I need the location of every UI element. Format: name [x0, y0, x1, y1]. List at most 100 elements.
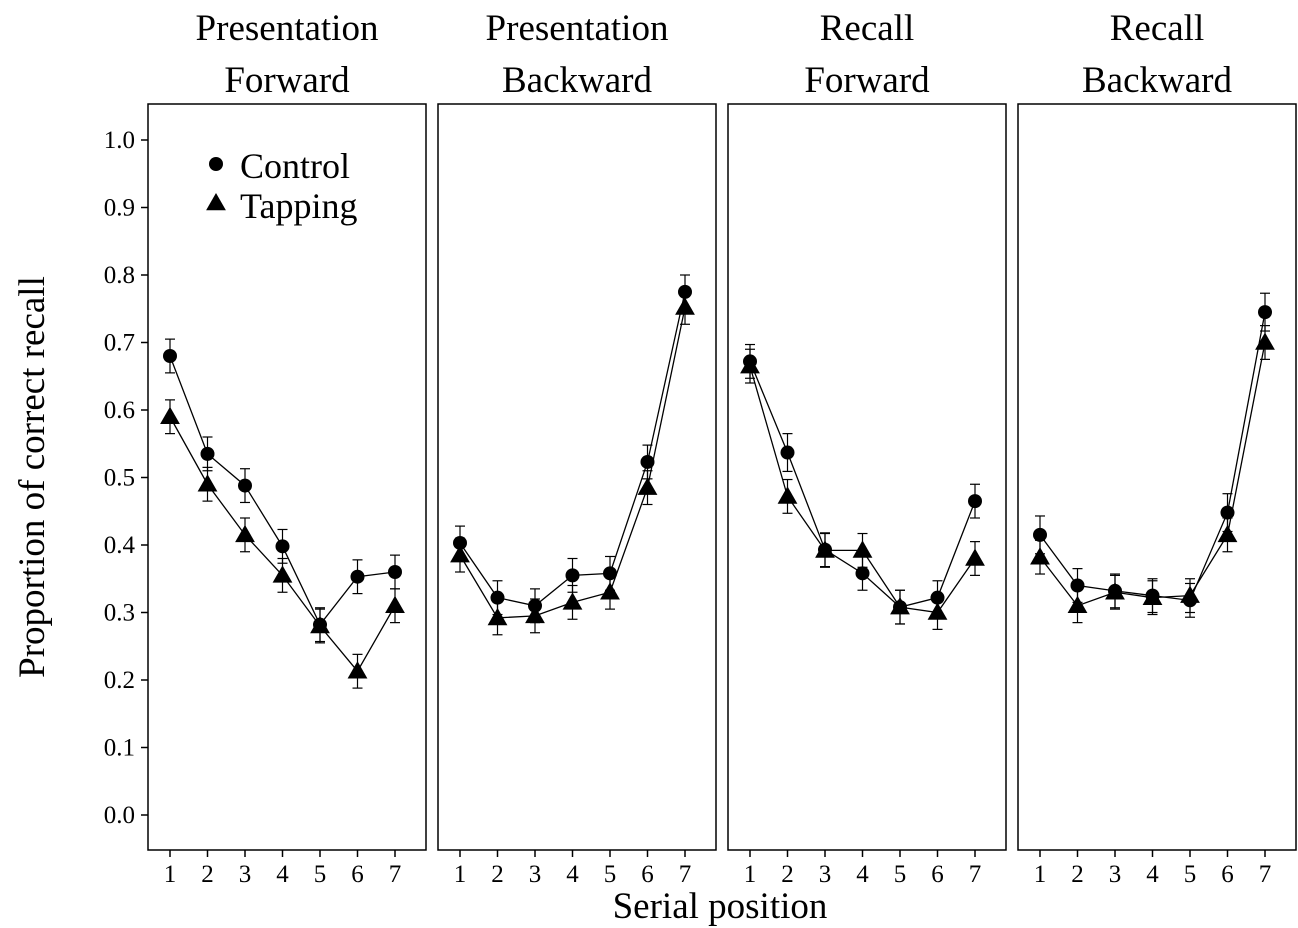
- series-tapping: [1030, 325, 1275, 624]
- series-control: [743, 343, 982, 625]
- x-tick-label: 4: [1146, 861, 1159, 888]
- panel-frame: [727, 103, 1007, 851]
- series-control: [1033, 292, 1272, 618]
- data-point-triangle: [815, 540, 835, 558]
- data-point-triangle: [487, 607, 508, 626]
- x-tick-label: 1: [744, 861, 757, 888]
- data-point-triangle: [1142, 587, 1163, 605]
- data-point-triangle: [272, 565, 293, 583]
- data-point-triangle: [1030, 547, 1050, 565]
- data-point-circle: [200, 446, 215, 461]
- legend-label-tapping: Tapping: [240, 186, 357, 226]
- data-point-triangle: [525, 605, 545, 624]
- data-point-triangle: [740, 356, 760, 374]
- y-axis: 0.0 0.1 0.2 0.3 0.4 0.5 0.6 0.7 0.8 0.9 1.0: [104, 127, 148, 829]
- data-point-circle: [565, 568, 580, 583]
- data-point-circle: [350, 569, 365, 584]
- series-line: [1039, 342, 1266, 607]
- x-tick-label: 2: [1071, 861, 1084, 888]
- data-point-circle: [603, 566, 617, 581]
- x-tick-label: 4: [566, 861, 579, 888]
- x-tick-label: 6: [1221, 861, 1234, 888]
- x-tick-label: 6: [351, 861, 364, 888]
- panel-1: Presentation Forward 1 2 3 4 5 6 7: [147, 8, 427, 888]
- y-tick-label: 0.9: [104, 195, 135, 222]
- panel-title-line2: Backward: [1082, 60, 1232, 101]
- panel-title-line1: Presentation: [486, 8, 669, 49]
- y-tick-label: 0.5: [104, 465, 135, 492]
- data-point-triangle: [160, 406, 180, 425]
- series-control: [163, 338, 402, 643]
- x-tick-label: 3: [239, 861, 252, 888]
- y-axis-title: Proportion of correct recall: [12, 276, 53, 678]
- data-point-triangle: [852, 540, 873, 558]
- legend-circle-marker: [209, 157, 223, 171]
- data-point-triangle: [1255, 332, 1275, 350]
- y-tick-label: 1.0: [104, 127, 135, 154]
- x-tick-label: 5: [604, 861, 617, 888]
- panel-title-line2: Forward: [804, 60, 930, 101]
- data-point-circle: [640, 454, 655, 469]
- panel-2: Presentation Backward 1 2 3 4 5 6 7: [437, 8, 717, 888]
- panel-title-line1: Presentation: [196, 8, 379, 49]
- x-tick-label: 1: [164, 861, 177, 888]
- x-tick-label: 6: [931, 861, 944, 888]
- panel-title-line2: Forward: [224, 60, 350, 101]
- x-tick-label: 7: [389, 861, 402, 888]
- data-point-triangle: [310, 615, 330, 634]
- data-point-circle: [238, 478, 252, 493]
- series-tapping: [160, 399, 405, 689]
- y-tick-label: 0.1: [104, 735, 135, 762]
- x-tick-label: 5: [894, 861, 907, 888]
- data-point-circle: [275, 539, 290, 554]
- x-tick-label: 2: [781, 861, 794, 888]
- data-point-triangle: [1180, 585, 1200, 603]
- panel-title-line1: Recall: [1110, 8, 1205, 49]
- panel-frame: [1017, 103, 1297, 851]
- data-point-triangle: [562, 592, 583, 610]
- x-tick-label: 3: [819, 861, 832, 888]
- x-tick-label: 2: [491, 861, 504, 888]
- panel-4: Recall Backward 1 2 3 4 5 6 7: [1017, 8, 1297, 888]
- y-tick-label: 0.7: [104, 330, 135, 357]
- panel-title-line1: Recall: [820, 8, 915, 49]
- x-tick-label: 1: [454, 861, 467, 888]
- data-point-triangle: [890, 597, 910, 615]
- y-tick-label: 0.2: [104, 667, 135, 694]
- data-point-triangle: [450, 545, 470, 563]
- panel-3: Recall Forward 1 2 3 4 5 6 7: [727, 8, 1007, 888]
- data-point-triangle: [600, 582, 620, 600]
- series-line: [1039, 312, 1266, 602]
- data-point-triangle: [927, 602, 948, 620]
- series-tapping: [740, 348, 985, 630]
- data-point-triangle: [1067, 595, 1088, 614]
- x-tick-label: 4: [276, 861, 289, 888]
- x-tick-label: 7: [1259, 861, 1272, 888]
- data-point-circle: [388, 565, 402, 579]
- data-point-triangle: [1217, 524, 1238, 543]
- data-point-triangle: [637, 477, 658, 495]
- data-point-circle: [968, 494, 982, 509]
- data-point-circle: [1258, 305, 1272, 320]
- legend-label-control: Control: [240, 146, 350, 186]
- x-tick-label: 5: [314, 861, 327, 888]
- y-tick-label: 0.6: [104, 397, 135, 424]
- data-point-circle: [163, 349, 177, 363]
- data-point-triangle: [1105, 582, 1125, 600]
- panel-title-line2: Backward: [502, 60, 652, 101]
- x-axis-title: Serial position: [613, 886, 828, 927]
- y-tick-label: 0.4: [104, 532, 136, 559]
- x-tick-label: 7: [679, 861, 692, 888]
- data-point-circle: [855, 566, 870, 581]
- legend-triangle-marker: [206, 192, 226, 211]
- y-tick-label: 0.3: [104, 600, 135, 627]
- data-point-circle: [780, 445, 795, 460]
- data-point-triangle: [675, 297, 695, 315]
- x-tick-label: 5: [1184, 861, 1197, 888]
- data-point-triangle: [197, 474, 218, 492]
- panel-frame: [437, 103, 717, 851]
- x-tick-label: 3: [1109, 861, 1122, 888]
- x-tick-label: 3: [529, 861, 542, 888]
